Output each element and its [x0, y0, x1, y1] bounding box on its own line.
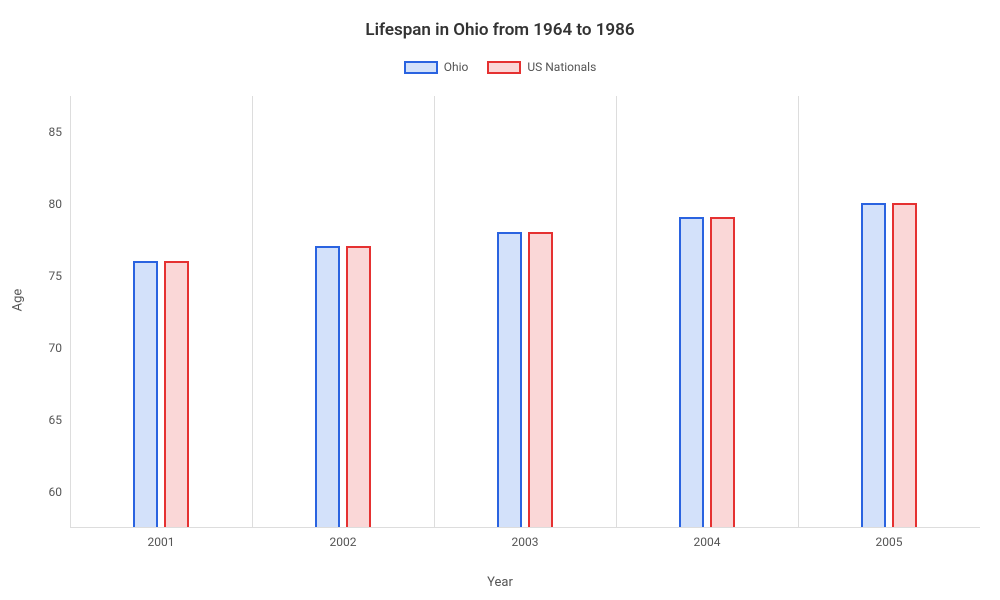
vertical-gridline	[434, 96, 435, 527]
vertical-gridline	[616, 96, 617, 527]
bar-ohio-2004	[679, 217, 704, 527]
vertical-gridline	[798, 96, 799, 527]
legend-swatch-us-nationals	[487, 61, 521, 74]
legend-label-us-nationals: US Nationals	[527, 60, 596, 74]
chart-title: Lifespan in Ohio from 1964 to 1986	[0, 20, 1000, 40]
y-tick-label: 60	[49, 485, 63, 499]
legend-item-us-nationals: US Nationals	[487, 60, 596, 74]
bar-us-nationals-2003	[528, 232, 553, 527]
y-tick-label: 80	[49, 197, 63, 211]
legend-item-ohio: Ohio	[404, 60, 469, 74]
y-tick-label: 85	[49, 125, 63, 139]
y-axis-label: Age	[11, 289, 26, 312]
bar-us-nationals-2005	[892, 203, 917, 527]
vertical-gridline	[70, 96, 71, 527]
x-axis-label: Year	[0, 575, 1000, 590]
vertical-gridline	[252, 96, 253, 527]
y-tick-label: 65	[49, 413, 63, 427]
y-tick-label: 75	[49, 269, 63, 283]
legend-swatch-ohio	[404, 61, 438, 74]
chart-legend: Ohio US Nationals	[0, 60, 1000, 77]
x-tick-label: 2005	[876, 535, 903, 549]
bar-ohio-2005	[861, 203, 886, 527]
x-tick-label: 2002	[330, 535, 357, 549]
lifespan-chart: Lifespan in Ohio from 1964 to 1986 Ohio …	[0, 0, 1000, 600]
x-tick-label: 2003	[512, 535, 539, 549]
plot-area: 60657075808520012002200320042005	[70, 96, 980, 528]
legend-label-ohio: Ohio	[444, 60, 469, 74]
bar-ohio-2002	[315, 246, 340, 527]
bar-us-nationals-2001	[164, 261, 189, 527]
x-tick-label: 2001	[148, 535, 175, 549]
bar-us-nationals-2004	[710, 217, 735, 527]
y-tick-label: 70	[49, 341, 63, 355]
bar-us-nationals-2002	[346, 246, 371, 527]
bar-ohio-2001	[133, 261, 158, 527]
x-tick-label: 2004	[694, 535, 721, 549]
bar-ohio-2003	[497, 232, 522, 527]
